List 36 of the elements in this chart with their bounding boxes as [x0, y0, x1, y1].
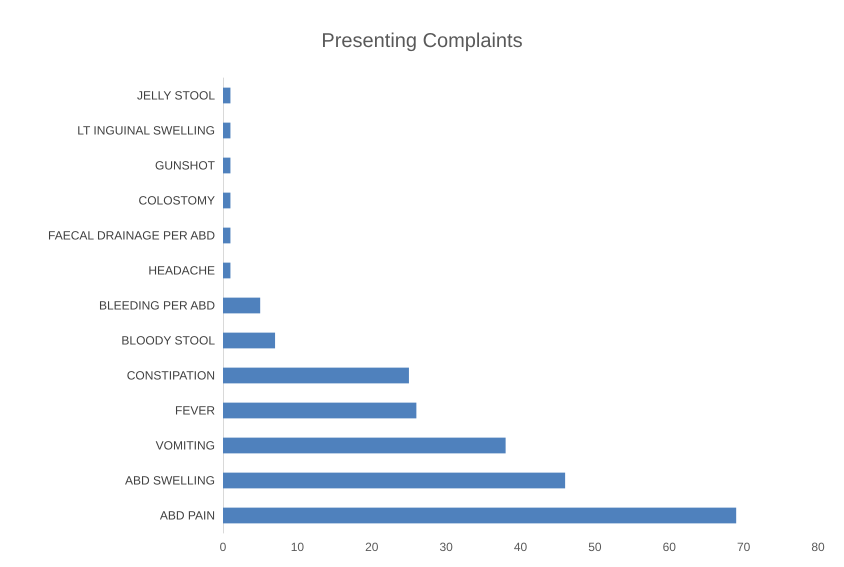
bar — [223, 402, 416, 418]
y-tick-label: LT INGUINAL SWELLING — [77, 124, 215, 138]
x-tick-label: 40 — [514, 540, 528, 554]
bar — [223, 508, 736, 524]
y-tick-label: FAECAL DRAINAGE PER ABD — [48, 228, 216, 242]
y-tick-label: ABD SWELLING — [124, 474, 215, 488]
bar — [223, 262, 230, 278]
y-tick-label: GUNSHOT — [155, 158, 216, 172]
y-tick-label: FEVER — [174, 404, 216, 418]
x-tick-label: 80 — [811, 540, 825, 554]
x-tick-label: 30 — [439, 540, 454, 554]
x-tick-label: 50 — [588, 540, 602, 554]
y-tick-label: ABD PAIN — [160, 508, 215, 522]
x-tick-label: 70 — [736, 540, 751, 554]
bar — [223, 122, 230, 138]
x-tick-label: 60 — [662, 540, 676, 554]
bar — [223, 332, 276, 348]
y-tick-label: HEADACHE — [148, 264, 215, 278]
bar — [223, 88, 230, 104]
y-tick-label: VOMITING — [156, 438, 215, 452]
bar — [223, 368, 409, 384]
x-tick-label: 0 — [220, 540, 227, 554]
bar — [223, 192, 230, 208]
bar — [223, 158, 230, 174]
x-tick-label: 10 — [290, 540, 304, 554]
bar — [223, 228, 230, 244]
y-tick-label: JELLY STOOL — [136, 88, 216, 102]
bar — [223, 472, 566, 488]
y-tick-label: BLOODY STOOL — [121, 334, 216, 348]
x-tick-label: 20 — [365, 540, 379, 554]
y-tick-label: BLEEDING PER ABD — [98, 298, 216, 312]
chart-title: Presenting Complaints — [321, 30, 523, 52]
bar — [223, 298, 260, 314]
bar — [223, 438, 506, 454]
y-tick-label: CONSTIPATION — [126, 368, 215, 382]
y-tick-label: COLOSTOMY — [138, 194, 215, 208]
